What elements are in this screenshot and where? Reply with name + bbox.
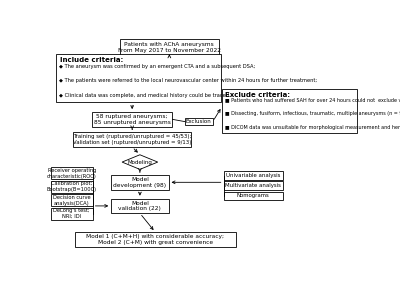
Text: Multivariate analysis: Multivariate analysis xyxy=(225,183,281,188)
Polygon shape xyxy=(122,155,158,169)
Text: Training set (ruptured/unruptured = 45/53);
Validation set (ruptured/unruptured : Training set (ruptured/unruptured = 45/5… xyxy=(73,134,191,145)
FancyBboxPatch shape xyxy=(185,118,213,125)
Text: DeLong's test;
NRI; IDI: DeLong's test; NRI; IDI xyxy=(53,208,90,219)
Text: Exclude criteria:: Exclude criteria: xyxy=(225,92,290,98)
Text: ■ Dissecting, fusiform, infectious, traumatic, multiple aneurysms (n = 9);: ■ Dissecting, fusiform, infectious, trau… xyxy=(225,112,400,117)
Text: Receiver operating
characteristic(ROC): Receiver operating characteristic(ROC) xyxy=(47,168,96,179)
Text: ◆ Clinical data was complete, and medical history could be traced.: ◆ Clinical data was complete, and medica… xyxy=(59,93,231,98)
FancyBboxPatch shape xyxy=(75,232,236,247)
FancyBboxPatch shape xyxy=(224,181,282,190)
Text: Patients with AChA aneurysms
From May 2017 to November 2022: Patients with AChA aneurysms From May 20… xyxy=(118,42,221,53)
FancyBboxPatch shape xyxy=(51,208,93,220)
Text: Model 1 (C+M+H) with considerable accuracy;
Model 2 (C+M) with great convenience: Model 1 (C+M+H) with considerable accura… xyxy=(86,234,224,245)
FancyBboxPatch shape xyxy=(56,54,220,102)
Text: 58 ruptured aneurysms;
85 unruptured aneurysms: 58 ruptured aneurysms; 85 unruptured ane… xyxy=(94,114,170,125)
Text: ■ Patients who had suffered SAH for over 24 hours could not  exclude vasospasm o: ■ Patients who had suffered SAH for over… xyxy=(225,98,400,102)
FancyBboxPatch shape xyxy=(51,181,93,193)
Text: Calibration plot;
Bootstrap(B=1000): Calibration plot; Bootstrap(B=1000) xyxy=(47,181,97,192)
Text: Include criteria:: Include criteria: xyxy=(60,57,123,63)
Text: ◆ The patients were referred to the local neurovascular center within 24 hours f: ◆ The patients were referred to the loca… xyxy=(59,79,318,84)
Text: ■ DICOM data was unsuitable for morphological measurement and hemodynamic analys: ■ DICOM data was unsuitable for morpholo… xyxy=(225,126,400,131)
FancyBboxPatch shape xyxy=(73,132,191,147)
FancyBboxPatch shape xyxy=(51,194,93,206)
Text: Model
validation (22): Model validation (22) xyxy=(118,201,161,211)
FancyBboxPatch shape xyxy=(111,199,168,213)
Text: Exclusion: Exclusion xyxy=(186,119,212,124)
Text: Modeling: Modeling xyxy=(128,159,152,165)
FancyBboxPatch shape xyxy=(224,171,282,180)
FancyBboxPatch shape xyxy=(224,192,282,200)
Text: Nomograms: Nomograms xyxy=(237,193,270,198)
FancyBboxPatch shape xyxy=(120,39,219,56)
FancyBboxPatch shape xyxy=(222,89,357,133)
Text: Model
development (98): Model development (98) xyxy=(113,177,166,188)
Text: Univariable analysis: Univariable analysis xyxy=(226,173,280,178)
FancyBboxPatch shape xyxy=(92,112,172,127)
FancyBboxPatch shape xyxy=(51,168,93,179)
Text: ◆ The aneurysm was confirmed by an emergent CTA and a subsequent DSA;: ◆ The aneurysm was confirmed by an emerg… xyxy=(59,64,256,69)
Text: Decision curve
analysis(DCA): Decision curve analysis(DCA) xyxy=(53,195,90,206)
FancyBboxPatch shape xyxy=(111,175,168,190)
